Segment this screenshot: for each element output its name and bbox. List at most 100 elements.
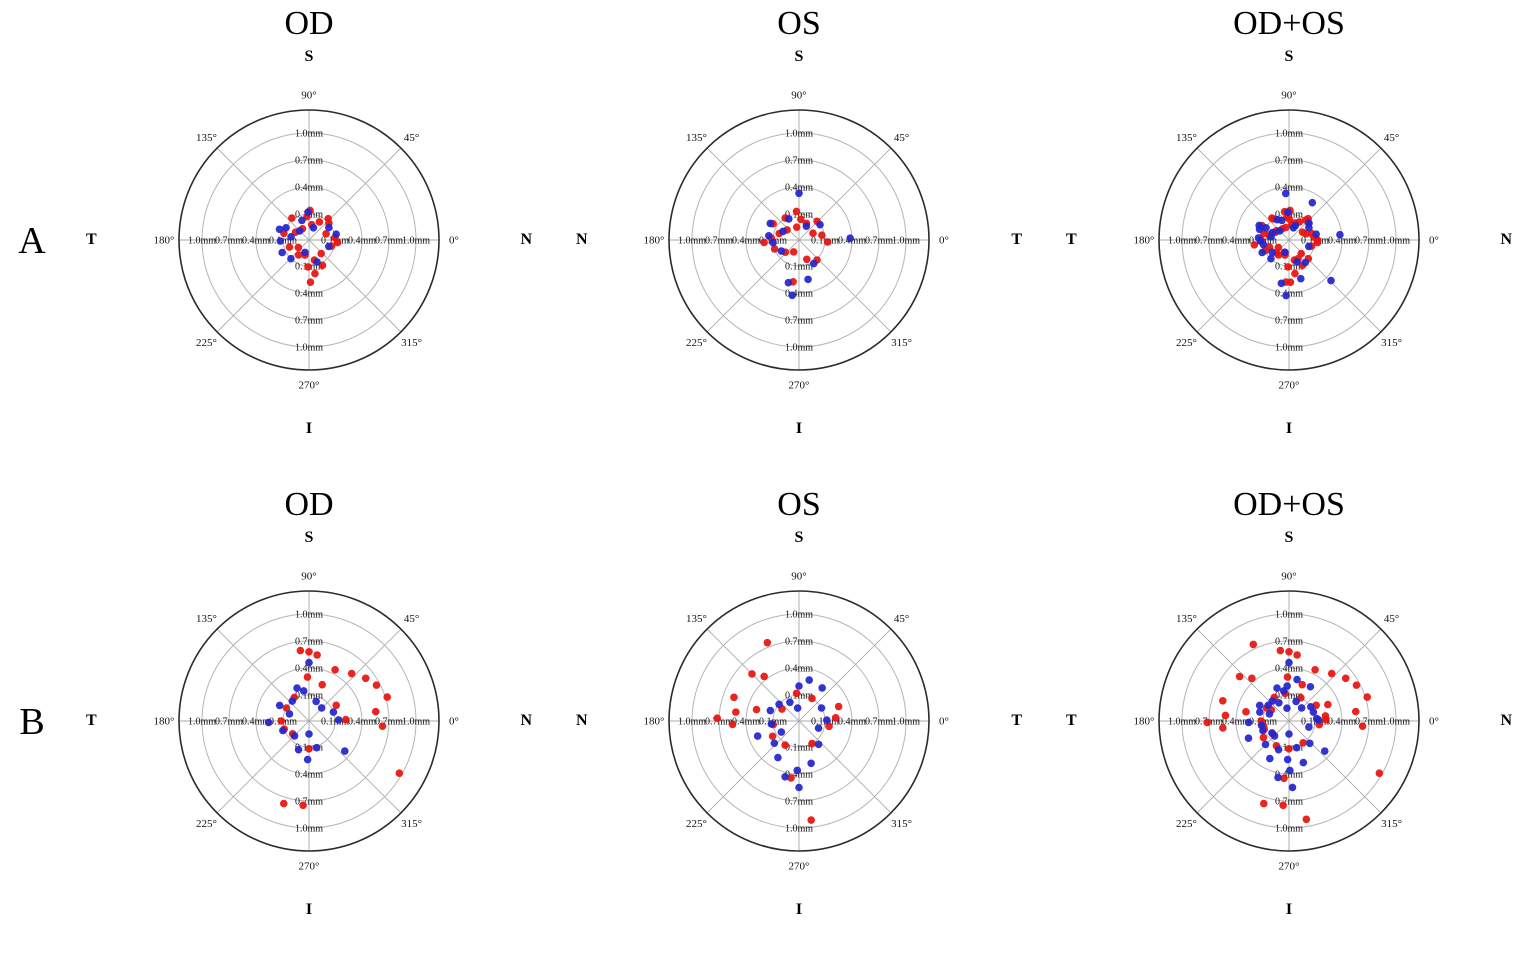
- panel-title: OS: [777, 486, 821, 523]
- blue-data-point: [805, 676, 814, 684]
- red-data-point: [809, 229, 817, 237]
- red-data-point: [1219, 724, 1227, 732]
- radial-tick-label: 0.7mm: [705, 235, 733, 246]
- red-data-point: [332, 701, 340, 710]
- blue-data-point: [1297, 704, 1306, 712]
- series-blue: [764, 189, 854, 300]
- blue-data-point: [1292, 743, 1301, 752]
- panel-title: OS: [777, 5, 821, 42]
- blue-data-point: [753, 732, 762, 740]
- red-data-point: [341, 715, 350, 724]
- blue-data-point: [1268, 729, 1276, 737]
- blue-data-point: [781, 772, 789, 781]
- blue-data-point: [290, 732, 299, 740]
- red-data-point: [1283, 673, 1292, 681]
- radial-tick-label: 0.7mm: [375, 235, 403, 246]
- red-data-point: [318, 680, 327, 689]
- blue-data-point: [1259, 240, 1268, 249]
- red-data-point: [1341, 674, 1350, 683]
- blue-data-point: [795, 189, 803, 198]
- polar-chart-svg: 0.1mm0.1mm0.1mm0.1mm0.4mm0.4mm0.4mm0.4mm…: [1134, 571, 1439, 873]
- radial-tick-label: 0.4mm: [348, 716, 376, 727]
- radial-tick-label: 0.7mm: [295, 155, 323, 166]
- blue-data-point: [282, 223, 290, 232]
- blue-data-point: [1262, 223, 1270, 232]
- blue-data-point: [1305, 723, 1313, 731]
- radial-tick-label: 0.7mm: [295, 315, 323, 326]
- blue-data-point: [312, 697, 320, 706]
- grid-ring-0.4: [255, 186, 363, 294]
- red-data-point: [1358, 722, 1367, 730]
- red-data-point: [1352, 681, 1361, 689]
- nasal-label: N: [520, 712, 532, 729]
- blue-data-point: [1244, 734, 1253, 742]
- red-data-point: [315, 218, 324, 226]
- red-data-point: [760, 672, 768, 681]
- polar-panel-a-od-os: OD+OSS0.1mm0.1mm0.1mm0.1mm0.4mm0.4mm0.4m…: [1044, 0, 1534, 481]
- polar-boundary: [1158, 590, 1420, 852]
- radial-tick-label: 0.7mm: [1355, 716, 1383, 727]
- radial-tick-label: 1.0mm: [892, 716, 920, 727]
- angle-label: 315°: [891, 337, 912, 349]
- blue-data-point: [777, 728, 786, 736]
- red-data-point: [781, 741, 789, 749]
- red-data-point: [1282, 223, 1290, 232]
- radial-tick-label: 1.0mm: [785, 609, 813, 620]
- angle-label: 45°: [894, 613, 909, 625]
- temporal-label: T: [1066, 712, 1077, 729]
- radial-tick-label: 0.4mm: [242, 716, 270, 727]
- radial-tick-label: 0.4mm: [1222, 235, 1250, 246]
- red-data-point: [1285, 648, 1293, 656]
- red-data-point: [371, 707, 380, 716]
- blue-data-point: [1301, 258, 1310, 267]
- polar-boundary: [178, 590, 440, 852]
- blue-data-point: [1254, 234, 1263, 242]
- red-data-point: [305, 745, 313, 753]
- series-red: [277, 646, 404, 810]
- polar-spoke: [216, 628, 402, 814]
- superior-label: S: [1284, 529, 1294, 546]
- red-data-point: [1293, 651, 1301, 659]
- polar-panel-a-os: OSS0.1mm0.1mm0.1mm0.1mm0.4mm0.4mm0.4mm0.…: [554, 0, 1044, 481]
- row-label-a: A: [18, 219, 46, 262]
- blue-data-point: [788, 291, 797, 300]
- blue-data-point: [775, 700, 783, 709]
- radial-tick-label: 0.4mm: [295, 663, 323, 674]
- red-data-point: [818, 231, 826, 239]
- blue-data-point: [766, 706, 775, 715]
- angle-label: 225°: [196, 818, 217, 830]
- blue-data-point: [1244, 718, 1253, 727]
- angle-label: 225°: [686, 818, 707, 830]
- blue-data-point: [1255, 221, 1263, 230]
- radial-tick-label: 0.1mm: [321, 716, 349, 727]
- radial-tick-label: 0.1mm: [785, 742, 813, 753]
- blue-data-point: [1308, 198, 1317, 207]
- red-data-point: [748, 670, 756, 678]
- radial-tick-label: 0.7mm: [215, 716, 243, 727]
- red-data-point: [1291, 269, 1299, 278]
- radial-tick-label: 1.0mm: [1168, 235, 1196, 246]
- polar-boundary: [668, 590, 930, 852]
- blue-data-point: [287, 254, 295, 263]
- angle-label: 315°: [1381, 818, 1402, 830]
- radial-tick-label: 0.7mm: [375, 716, 403, 727]
- blue-data-point: [1267, 254, 1275, 263]
- red-data-point: [802, 255, 811, 264]
- radial-tick-label: 0.7mm: [1195, 235, 1223, 246]
- angle-label: 0°: [1429, 716, 1439, 728]
- temporal-label: T: [1011, 712, 1022, 729]
- angle-label: 135°: [1176, 132, 1197, 144]
- red-data-point: [1285, 745, 1293, 753]
- red-data-point: [808, 739, 816, 748]
- red-data-point: [305, 648, 313, 656]
- red-data-point: [277, 717, 285, 725]
- angle-label: 135°: [196, 132, 217, 144]
- red-data-point: [1250, 241, 1259, 249]
- radial-tick-label: 0.7mm: [295, 636, 323, 647]
- blue-data-point: [1286, 766, 1294, 775]
- angle-label: 135°: [196, 613, 217, 625]
- red-data-point: [372, 681, 381, 689]
- red-data-point: [834, 702, 843, 711]
- angle-label: 225°: [1176, 337, 1197, 349]
- radial-tick-label: 0.7mm: [865, 716, 893, 727]
